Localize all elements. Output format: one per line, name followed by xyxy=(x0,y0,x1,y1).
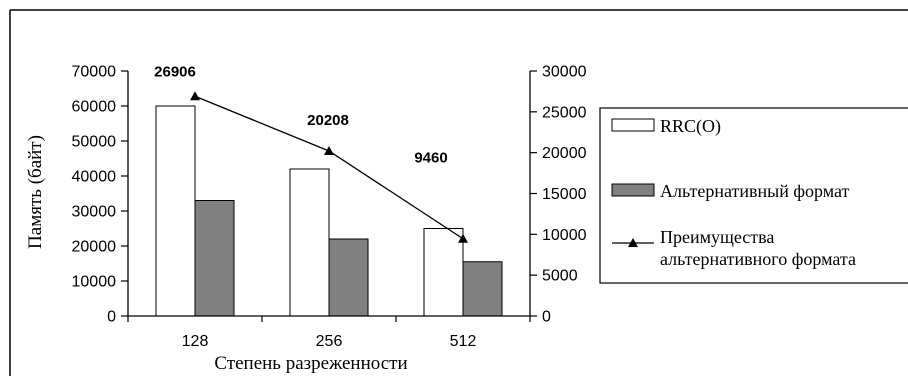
y-tick-label-right: 15000 xyxy=(542,186,587,203)
legend-swatch-marker xyxy=(628,238,638,247)
y-tick-label-left: 20000 xyxy=(72,239,117,256)
x-tick-label: 256 xyxy=(316,333,343,350)
legend-label: RRC(O) xyxy=(660,116,721,137)
y-tick-label-left: 40000 xyxy=(72,169,117,186)
legend-item-3: Преимущества альтернативного формата xyxy=(612,227,856,269)
x-tick-label: 512 xyxy=(450,333,477,350)
bar-series-1-128 xyxy=(155,105,196,317)
y-tick-label-left: 50000 xyxy=(72,134,117,151)
legend-label-line: альтернативного формата xyxy=(660,249,856,269)
y-tick-label-right: 30000 xyxy=(542,64,587,81)
y-tick-label-left: 10000 xyxy=(72,274,117,291)
bar-series-2-256 xyxy=(328,238,369,317)
legend-item-1: RRC(O) xyxy=(611,116,721,137)
data-label-256: 20208 xyxy=(307,112,349,129)
bar-series-1-256 xyxy=(289,168,330,317)
data-label-128: 26906 xyxy=(154,63,196,80)
y-tick-label-right: 0 xyxy=(542,309,551,326)
bar-series-1-512 xyxy=(423,228,464,317)
legend-label: Альтернативный формат xyxy=(660,181,850,201)
chart-frame xyxy=(9,9,908,376)
y-tick-label-right: 10000 xyxy=(542,227,587,244)
line-point-128 xyxy=(190,91,200,101)
x-tick-label: 128 xyxy=(182,333,209,350)
y-tick-label-left: 60000 xyxy=(72,99,117,116)
legend-swatch xyxy=(611,118,655,132)
y-tick-label-left: 30000 xyxy=(72,204,117,221)
y-tick-label-right: 25000 xyxy=(542,104,587,121)
legend-item-2: Альтернативный формат xyxy=(611,181,850,201)
data-label-512: 9460 xyxy=(414,150,447,167)
legend-swatch xyxy=(611,183,655,197)
y-tick-label-left: 70000 xyxy=(72,64,117,81)
y-tick-label-right: 20000 xyxy=(542,145,587,162)
plot-area: 0 10000 20000 30000 40000 50000 60000 70000 0 500… xyxy=(72,63,587,350)
line-point-512 xyxy=(458,233,468,243)
y-tick-label-right: 5000 xyxy=(542,268,578,285)
line-point-256 xyxy=(324,145,334,155)
legend-label-line: Преимущества xyxy=(660,227,774,247)
bar-series-2-512 xyxy=(462,261,503,317)
legend-label: Преимущества альтернативного формата xyxy=(660,227,856,269)
y-axis-title: Память (байт) xyxy=(25,135,46,249)
y-tick-label-left: 0 xyxy=(107,309,116,326)
legend: RRC(O) Альтернативный формат Преимущества а… xyxy=(599,107,908,284)
x-axis-title: Степень разреженности xyxy=(214,353,407,374)
bar-series-2-128 xyxy=(194,200,235,317)
